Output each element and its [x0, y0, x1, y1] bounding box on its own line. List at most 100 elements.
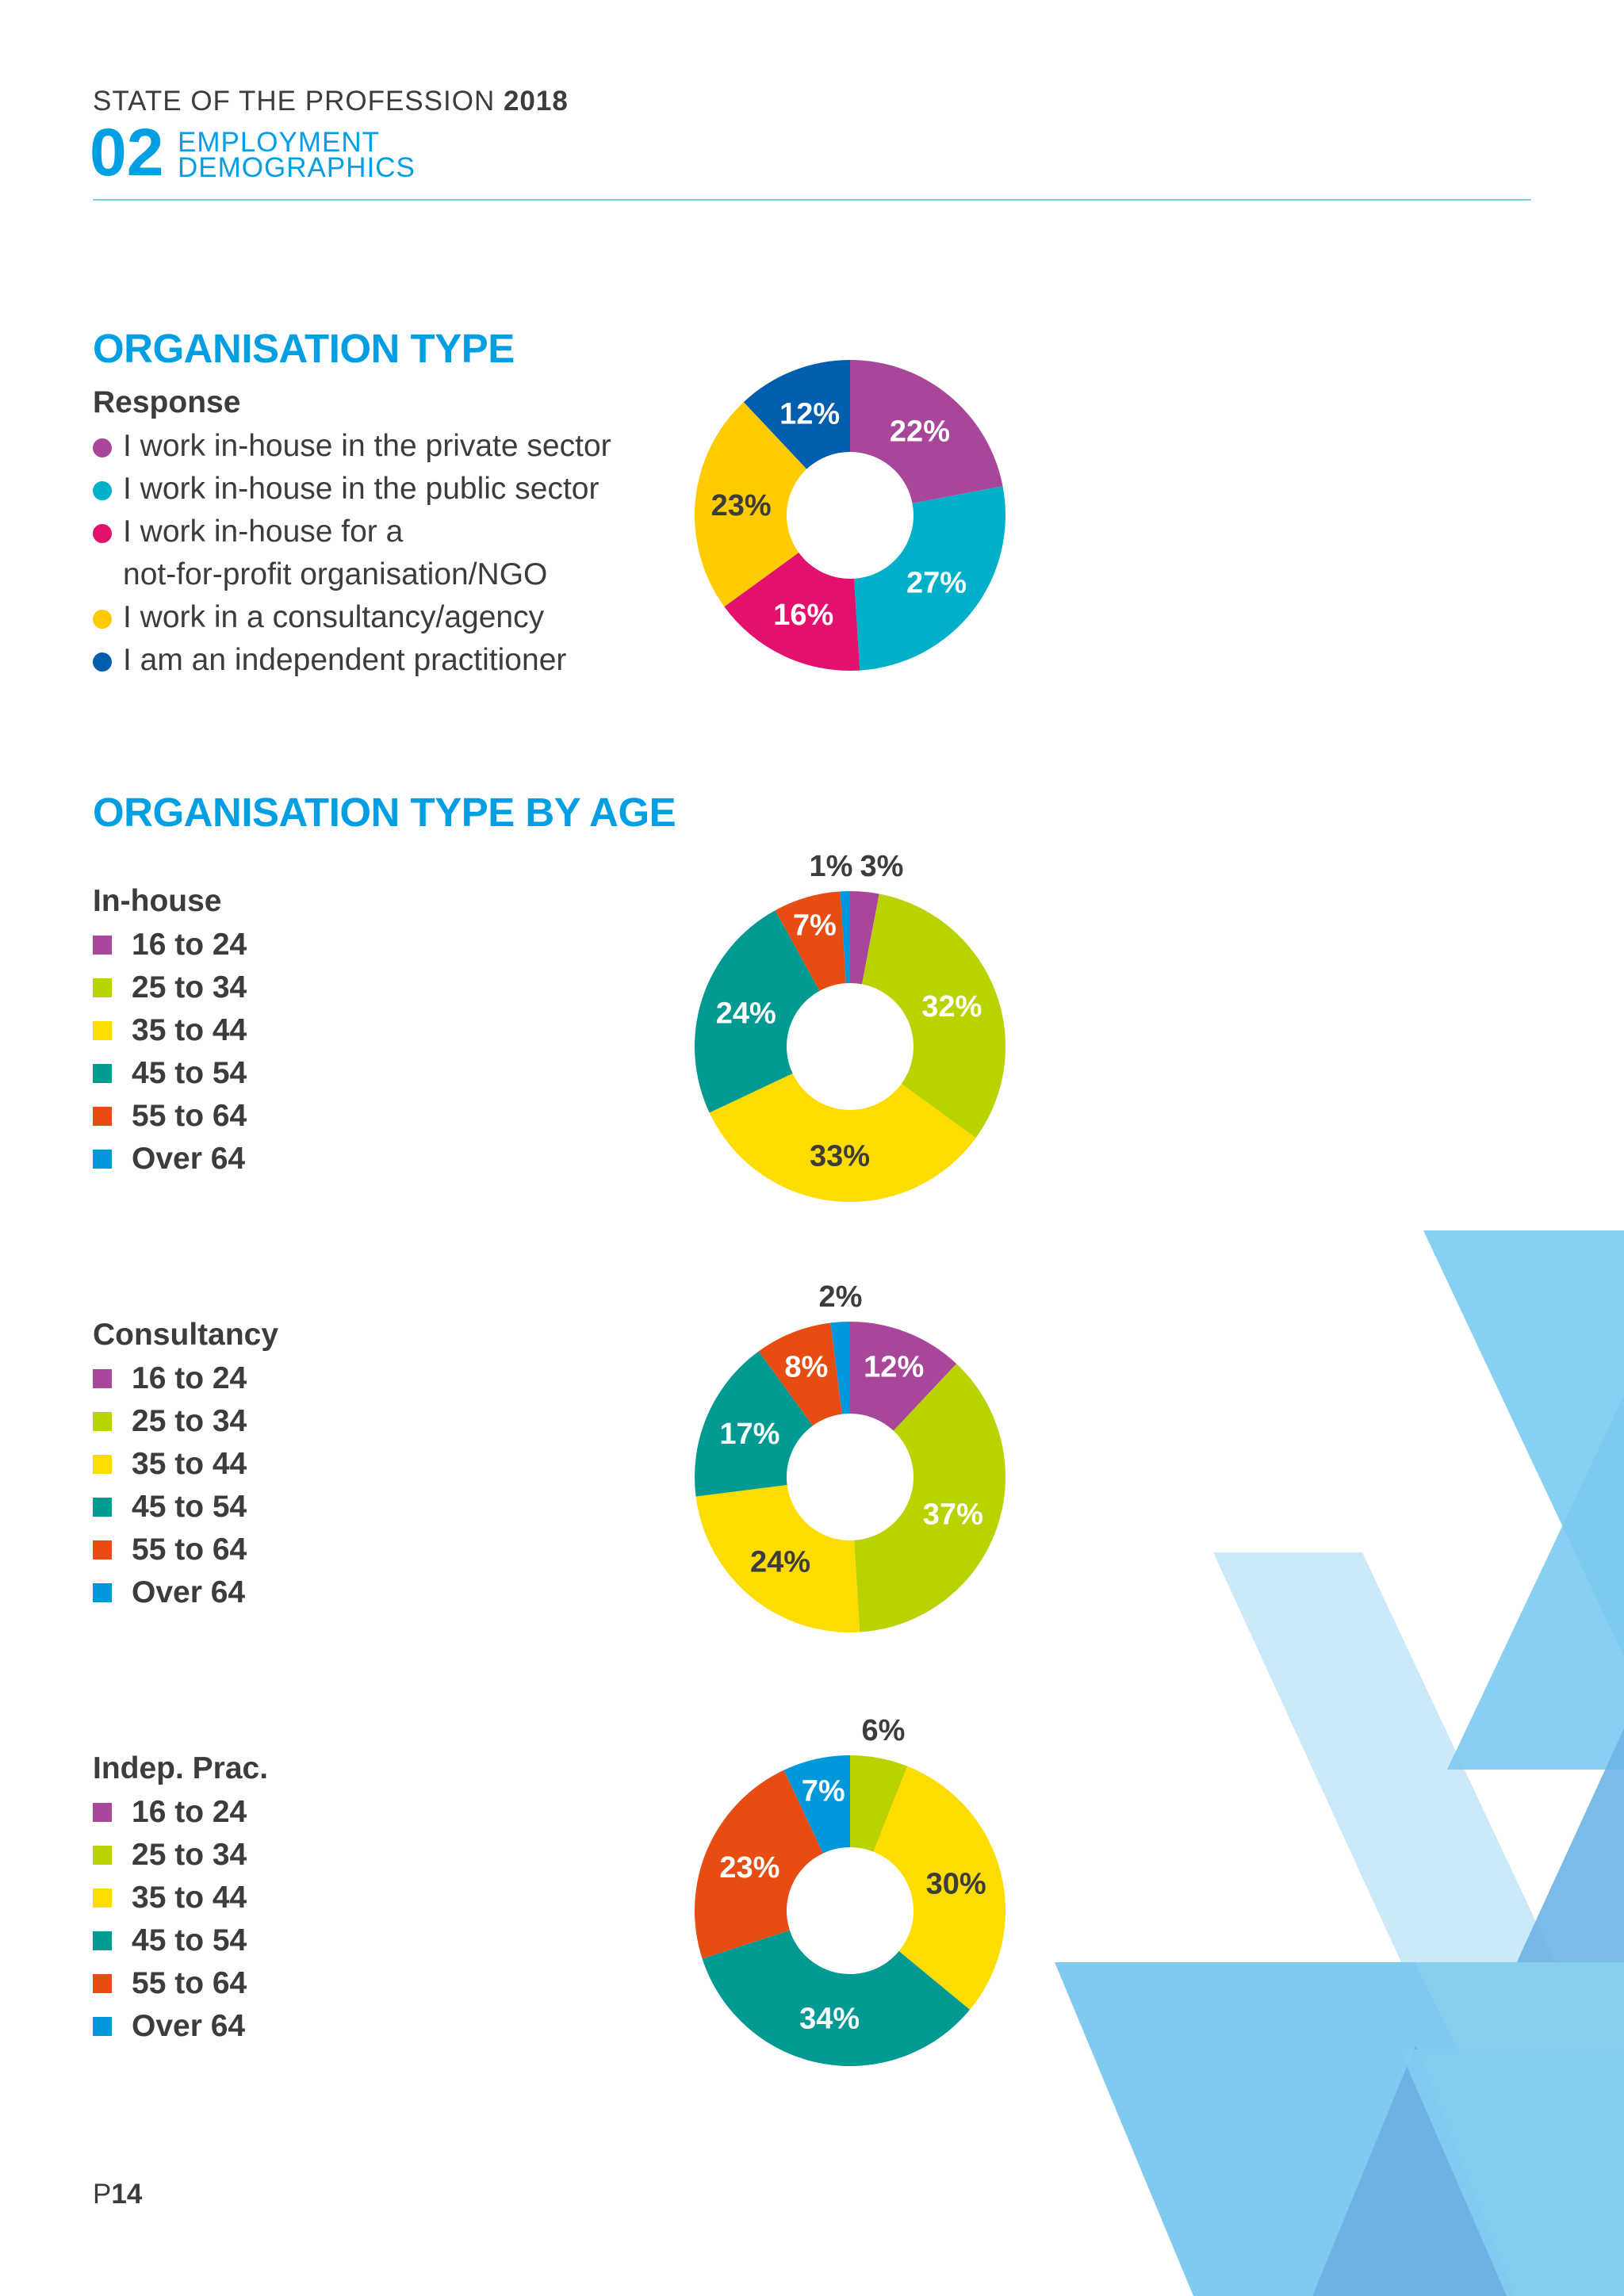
legend-swatch: [93, 1150, 112, 1169]
org-type-heading: ORGANISATION TYPE: [93, 326, 515, 371]
legend-title: Response: [93, 385, 241, 419]
legend-swatch: [93, 1583, 112, 1602]
legend-item: 25 to 34: [93, 966, 247, 1009]
donut-slice: [695, 1770, 823, 1959]
donut-slice: [743, 360, 850, 469]
legend-swatch: [93, 1974, 112, 1993]
donut-slice: [861, 894, 1005, 1138]
legend-swatch: [93, 610, 112, 629]
slice-label: 16%: [773, 599, 833, 632]
legend-swatch: [93, 1021, 112, 1040]
legend-swatch: [93, 652, 112, 672]
legend-item: 55 to 64: [93, 1962, 268, 2005]
legend-swatch: [93, 1498, 112, 1517]
legend-item: I work in a consultancy/agency: [93, 596, 611, 639]
slice-label: 24%: [716, 997, 776, 1030]
donut-slice: [702, 1930, 971, 2066]
donut-slice: [709, 1073, 976, 1202]
donut-slice: [850, 1755, 908, 1852]
legend-item: Over 64: [93, 2005, 268, 2048]
org-type-legend: Response I work in-house in the private …: [93, 385, 611, 682]
legend-item: 16 to 24: [93, 924, 247, 966]
legend-item: Over 64: [93, 1138, 247, 1181]
indep-prac-legend: Indep. Prac. 16 to 24 25 to 34 35 to 44 …: [93, 1751, 268, 2048]
slice-label: 17%: [719, 1418, 779, 1451]
section-number: 02: [90, 115, 164, 189]
donut-slice: [783, 1755, 850, 1854]
legend-item: 45 to 54: [93, 1486, 278, 1529]
slice-label: 12%: [779, 398, 840, 431]
legend-item: 35 to 44: [93, 1443, 278, 1486]
donut-slice: [854, 486, 1005, 671]
slice-label: 22%: [890, 415, 950, 449]
legend-title: Consultancy: [93, 1318, 279, 1352]
legend-swatch: [93, 2017, 112, 2036]
legend-swatch: [93, 1803, 112, 1822]
donut-slice: [873, 1766, 1005, 2010]
legend-item: I work in-house in the private sector: [93, 425, 611, 468]
consultancy-legend: Consultancy 16 to 24 25 to 34 35 to 44 4…: [93, 1318, 278, 1614]
slice-label: 23%: [719, 1851, 779, 1885]
legend-item: I work in-house for a not-for-profit orga…: [93, 511, 611, 596]
legend-swatch: [93, 1846, 112, 1865]
legend-item: 45 to 54: [93, 1052, 247, 1095]
inhouse-legend: In-house 16 to 24 25 to 34 35 to 44 45 t…: [93, 884, 247, 1181]
slice-label: 34%: [799, 2003, 860, 2036]
legend-item: 35 to 44: [93, 1877, 268, 1919]
donut-slice: [695, 402, 807, 607]
section-name: EMPLOYMENT DEMOGRAPHICS: [178, 127, 416, 183]
legend-item: 16 to 24: [93, 1357, 278, 1400]
legend-swatch: [93, 1107, 112, 1126]
legend-item: I am an independent practitioner: [93, 639, 611, 682]
legend-swatch: [93, 1369, 112, 1388]
legend-title: In-house: [93, 884, 222, 918]
donut-slice: [840, 891, 850, 984]
slice-label: 37%: [923, 1498, 983, 1532]
slice-label: 7%: [802, 1775, 845, 1808]
org-type-donut-chart: 22% 27% 16% 23% 12%: [695, 360, 1005, 671]
slice-label: 27%: [906, 567, 967, 600]
legend-swatch: [93, 936, 112, 955]
slice-label: 7%: [793, 909, 837, 942]
slice-label: 1%: [810, 850, 853, 883]
donut-slice: [850, 891, 879, 985]
consultancy-donut-chart: 12% 37% 24% 17% 8% 2%: [695, 1280, 1005, 1632]
legend-swatch: [93, 1888, 112, 1908]
indep-prac-donut-chart: 6% 30% 34% 23% 7%: [695, 1714, 1005, 2066]
donut-slice: [854, 1364, 1005, 1632]
slice-label: 23%: [711, 489, 772, 522]
slice-label: 3%: [860, 850, 904, 883]
legend-title: Indep. Prac.: [93, 1751, 269, 1785]
slice-label: 12%: [864, 1351, 924, 1384]
legend-item: 45 to 54: [93, 1919, 268, 1962]
legend-swatch: [93, 524, 112, 543]
legend-swatch: [93, 438, 112, 457]
legend-swatch: [93, 978, 112, 997]
legend-item: 55 to 64: [93, 1529, 278, 1571]
legend-item: 55 to 64: [93, 1095, 247, 1138]
slice-label: 30%: [926, 1868, 986, 1901]
legend-swatch: [93, 1064, 112, 1083]
donut-slice: [724, 553, 860, 671]
slice-label: 32%: [921, 990, 982, 1024]
legend-swatch: [93, 481, 112, 500]
donut-slice: [830, 1322, 850, 1414]
legend-swatch: [93, 1412, 112, 1431]
donut-slice: [775, 891, 846, 991]
page-number: P14: [93, 2179, 143, 2210]
legend-item: 16 to 24: [93, 1791, 268, 1834]
slice-label: 6%: [862, 1714, 906, 1747]
legend-item: Over 64: [93, 1571, 278, 1614]
donut-slice: [695, 910, 820, 1113]
donut-slice: [850, 1322, 957, 1431]
legend-item: 25 to 34: [93, 1400, 278, 1443]
legend-item: 25 to 34: [93, 1834, 268, 1877]
legend-item: I work in-house in the public sector: [93, 468, 611, 511]
legend-swatch: [93, 1931, 112, 1950]
legend-swatch: [93, 1540, 112, 1559]
slice-label: 2%: [819, 1280, 863, 1314]
report-title: STATE OF THE PROFESSION 2018: [93, 86, 569, 117]
slice-label: 8%: [784, 1351, 828, 1384]
legend-swatch: [93, 1455, 112, 1474]
